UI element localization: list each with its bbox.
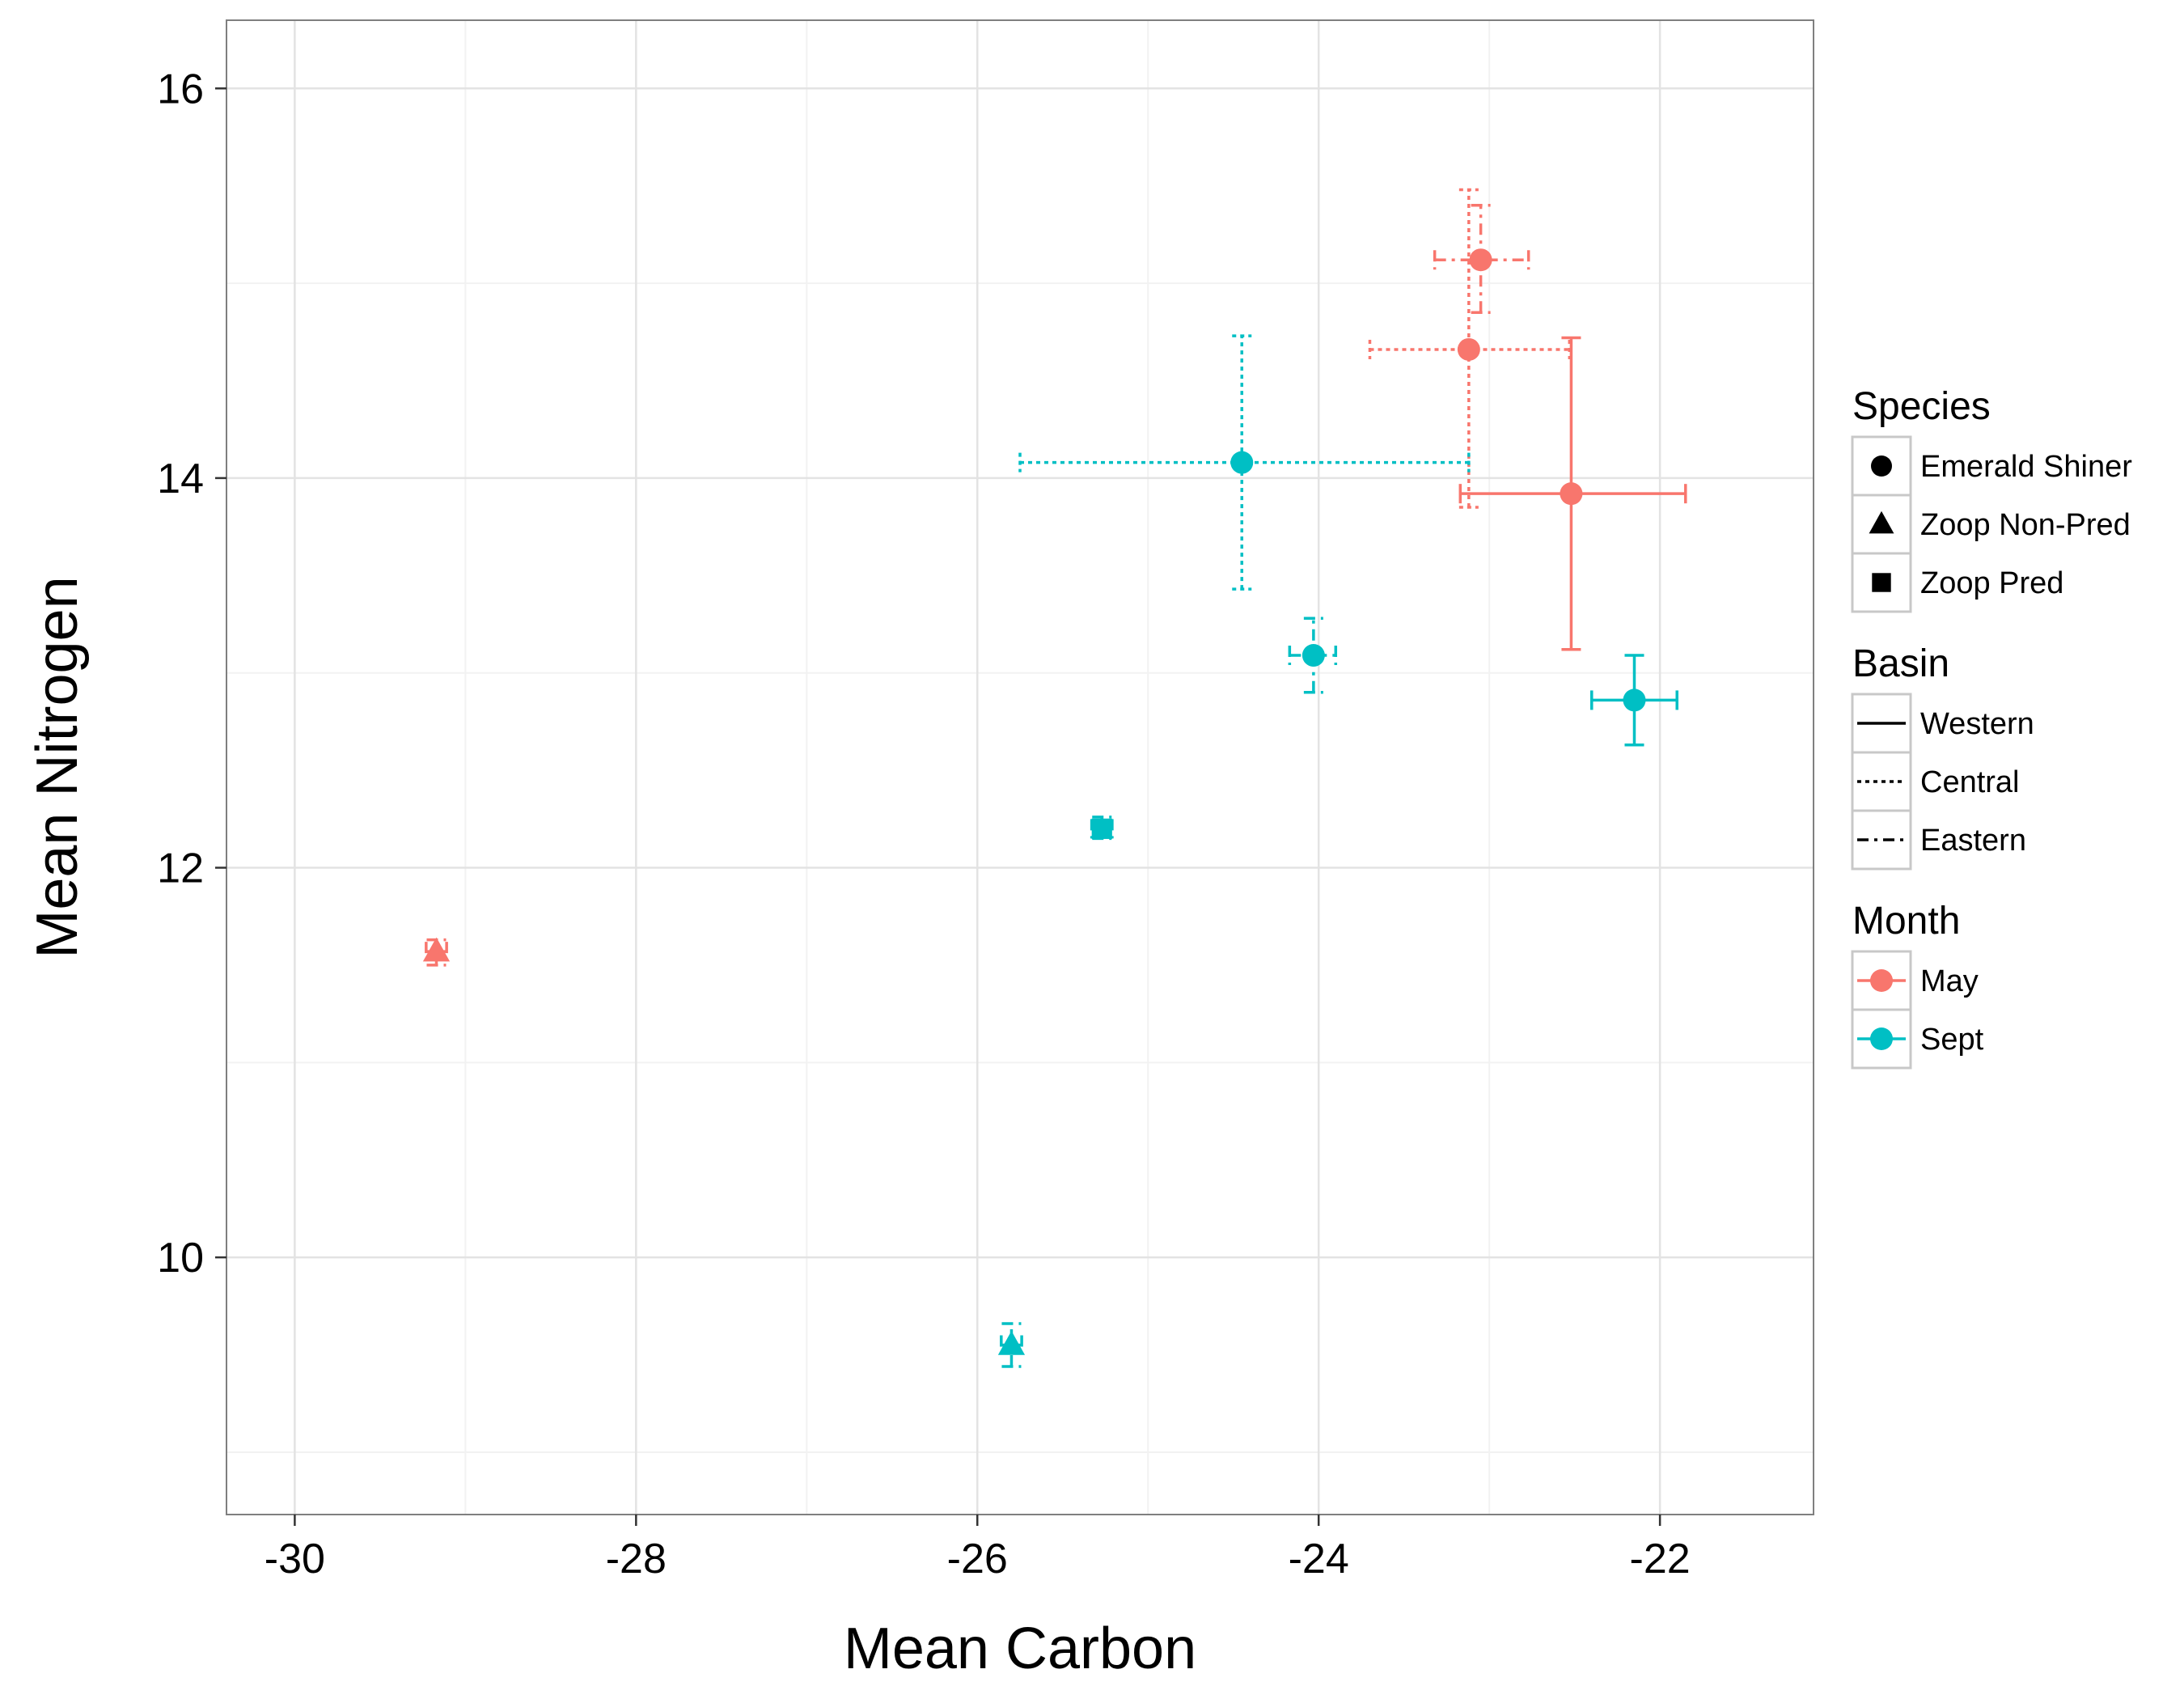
ticks-layer: -30 -28 -26 -24 -22 10 12 14 16 xyxy=(157,66,1691,1582)
data-point xyxy=(1623,688,1646,712)
data-point-group xyxy=(1433,204,1530,314)
data-point xyxy=(1302,644,1325,667)
y-tick-label: 16 xyxy=(157,66,204,112)
legend-label: Western xyxy=(1920,707,2034,741)
data-point xyxy=(1091,818,1112,839)
legend-label: Central xyxy=(1920,765,2020,799)
data-point xyxy=(1469,248,1492,272)
data-point-group xyxy=(1368,188,1572,509)
data-point xyxy=(422,937,451,962)
data-point xyxy=(997,1330,1026,1355)
data-point xyxy=(1560,482,1583,506)
legend-shape-triangle xyxy=(1869,511,1894,534)
legend-month-point xyxy=(1870,969,1893,992)
x-tick-label: -24 xyxy=(1289,1536,1349,1582)
x-axis-title: Mean Carbon xyxy=(844,1616,1196,1681)
x-tick-label: -26 xyxy=(947,1536,1008,1582)
data-point xyxy=(1457,337,1480,361)
legend-shape-circle xyxy=(1871,455,1892,477)
data-point-group xyxy=(1458,336,1687,651)
data-point-group xyxy=(997,1322,1026,1368)
data-point xyxy=(1230,451,1254,474)
legend-label: Emerald Shiner xyxy=(1920,450,2132,484)
plot-border xyxy=(226,19,1814,1515)
data-point-group xyxy=(1018,334,1471,591)
legend-label: Eastern xyxy=(1920,824,2026,858)
y-axis-title: Mean Nitrogen xyxy=(25,576,90,958)
y-tick-label: 12 xyxy=(157,845,204,892)
legend-title: Month xyxy=(1852,900,1960,943)
legend-month-point xyxy=(1870,1027,1893,1050)
data-point-group xyxy=(1090,816,1114,841)
data-point-group xyxy=(1288,616,1338,694)
grid-minor xyxy=(226,20,1814,1515)
data-point-group xyxy=(422,937,451,967)
x-tick-label: -22 xyxy=(1630,1536,1691,1582)
legend-label: Sept xyxy=(1920,1023,1984,1057)
data-point-group xyxy=(1589,654,1678,747)
legend-label: Zoop Pred xyxy=(1920,566,2063,600)
x-tick-label: -30 xyxy=(265,1536,325,1582)
legend-title: Species xyxy=(1852,385,1991,428)
legend-label: May xyxy=(1920,964,1979,998)
grid-major xyxy=(226,20,1814,1515)
x-tick-label: -28 xyxy=(606,1536,667,1582)
legend-title: Basin xyxy=(1852,642,1949,685)
y-tick-label: 10 xyxy=(157,1235,204,1282)
points-layer xyxy=(422,188,1687,1368)
y-tick-label: 14 xyxy=(157,455,204,502)
legend-label: Zoop Non-Pred xyxy=(1920,508,2131,542)
legend-shape-square xyxy=(1872,573,1891,592)
legend: Species Emerald Shiner Zoop Non-Pred Zoop P… xyxy=(1851,385,2132,1070)
